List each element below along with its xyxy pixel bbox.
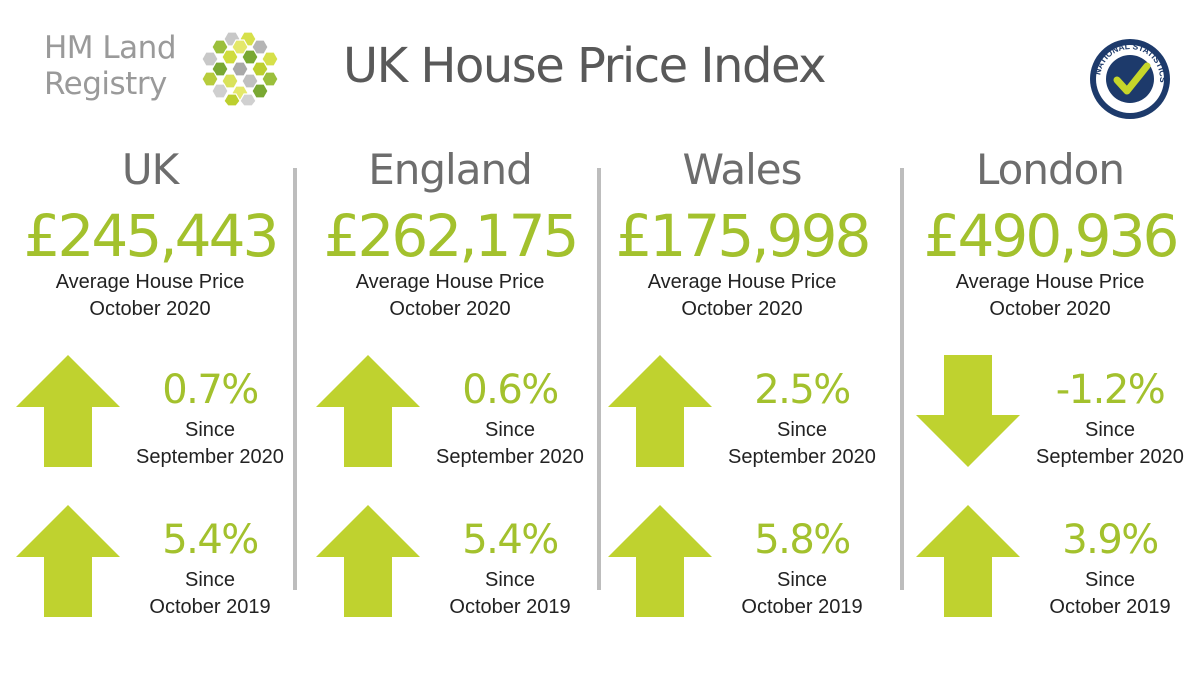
monthly-change-percent: -1.2% bbox=[1055, 367, 1166, 413]
annual-change-percent: 5.4% bbox=[162, 517, 259, 563]
caption-line-1: Average House Price bbox=[355, 271, 545, 293]
label-line-1: Since bbox=[1084, 419, 1136, 441]
national-statistics-badge-icon: NATIONAL STATISTICS bbox=[1090, 39, 1170, 119]
label-line-2: September 2020 bbox=[728, 446, 876, 468]
down-arrow-icon bbox=[916, 355, 1020, 467]
logo-line-2: Registry bbox=[44, 66, 167, 102]
up-arrow-icon bbox=[316, 505, 420, 617]
hm-land-registry-logo-text: HM Land Registry bbox=[44, 30, 177, 102]
price-caption: Average House Price October 2020 bbox=[300, 269, 600, 323]
label-line-1: Since bbox=[484, 419, 536, 441]
monthly-change-percent: 2.5% bbox=[754, 367, 851, 413]
annual-change-percent: 3.9% bbox=[1062, 517, 1159, 563]
label-line-1: Since bbox=[776, 569, 828, 591]
label-line-1: Since bbox=[184, 569, 236, 591]
page-title: UK House Price Index bbox=[343, 38, 827, 94]
region-london: London £490,936 Average House Price October… bbox=[900, 140, 1200, 630]
caption-line-2: October 2020 bbox=[989, 298, 1111, 320]
monthly-change-label: Since September 2020 bbox=[110, 417, 310, 471]
average-price: £175,998 bbox=[615, 202, 872, 270]
up-arrow-icon bbox=[16, 355, 120, 467]
label-line-2: October 2019 bbox=[149, 596, 271, 618]
up-arrow-icon bbox=[916, 505, 1020, 617]
label-line-1: Since bbox=[1084, 569, 1136, 591]
up-arrow-icon bbox=[608, 505, 712, 617]
up-arrow-icon bbox=[608, 355, 712, 467]
region-name: Wales bbox=[682, 145, 803, 194]
average-price: £490,936 bbox=[923, 202, 1180, 270]
monthly-change-label: Since September 2020 bbox=[702, 417, 902, 471]
column-divider bbox=[597, 168, 601, 590]
caption-line-1: Average House Price bbox=[955, 271, 1145, 293]
monthly-change-percent: 0.6% bbox=[462, 367, 559, 413]
logo-line-1: HM Land bbox=[44, 30, 177, 66]
column-divider bbox=[900, 168, 904, 590]
up-arrow-icon bbox=[316, 355, 420, 467]
region-wales: Wales £175,998 Average House Price October … bbox=[592, 140, 892, 630]
caption-line-2: October 2020 bbox=[89, 298, 211, 320]
caption-line-1: Average House Price bbox=[647, 271, 837, 293]
region-name: London bbox=[976, 145, 1125, 194]
region-uk: UK £245,443 Average House Price October 202… bbox=[0, 140, 300, 630]
price-caption: Average House Price October 2020 bbox=[900, 269, 1200, 323]
monthly-change-label: Since September 2020 bbox=[1010, 417, 1200, 471]
annual-change-label: Since October 2019 bbox=[1010, 567, 1200, 621]
caption-line-1: Average House Price bbox=[55, 271, 245, 293]
label-line-1: Since bbox=[776, 419, 828, 441]
label-line-2: October 2019 bbox=[449, 596, 571, 618]
label-line-2: September 2020 bbox=[136, 446, 284, 468]
region-name: England bbox=[368, 145, 533, 194]
label-line-2: October 2019 bbox=[1049, 596, 1171, 618]
label-line-2: October 2019 bbox=[741, 596, 863, 618]
price-caption: Average House Price October 2020 bbox=[592, 269, 892, 323]
annual-change-label: Since October 2019 bbox=[410, 567, 610, 621]
label-line-2: September 2020 bbox=[436, 446, 584, 468]
annual-change-label: Since October 2019 bbox=[110, 567, 310, 621]
region-england: England £262,175 Average House Price Octobe… bbox=[300, 140, 600, 630]
price-caption: Average House Price October 2020 bbox=[0, 269, 300, 323]
annual-change-percent: 5.8% bbox=[754, 517, 851, 563]
annual-change-label: Since October 2019 bbox=[702, 567, 902, 621]
hexagon-logo-icon bbox=[201, 31, 279, 106]
monthly-change-percent: 0.7% bbox=[162, 367, 259, 413]
annual-change-percent: 5.4% bbox=[462, 517, 559, 563]
average-price: £245,443 bbox=[23, 202, 280, 270]
label-line-1: Since bbox=[484, 569, 536, 591]
label-line-2: September 2020 bbox=[1036, 446, 1184, 468]
caption-line-2: October 2020 bbox=[389, 298, 511, 320]
up-arrow-icon bbox=[16, 505, 120, 617]
column-divider bbox=[293, 168, 297, 590]
label-line-1: Since bbox=[184, 419, 236, 441]
monthly-change-label: Since September 2020 bbox=[410, 417, 610, 471]
average-price: £262,175 bbox=[323, 202, 580, 270]
caption-line-2: October 2020 bbox=[681, 298, 803, 320]
region-name: UK bbox=[121, 145, 179, 194]
